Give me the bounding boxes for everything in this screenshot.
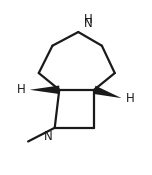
Text: H: H [125,92,134,105]
Text: N: N [44,130,52,143]
Polygon shape [93,86,122,98]
Text: N: N [84,17,92,30]
Polygon shape [30,86,59,94]
Text: H: H [84,13,92,26]
Text: H: H [17,83,26,96]
